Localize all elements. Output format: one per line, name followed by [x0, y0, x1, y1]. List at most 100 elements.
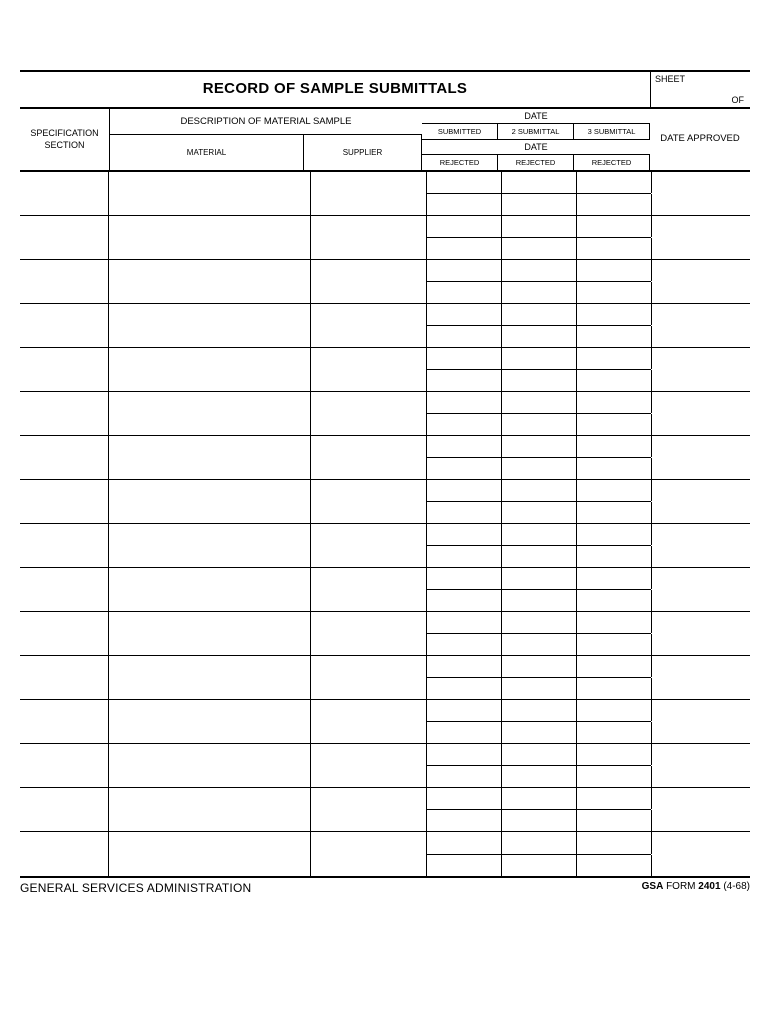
cell-date-sub2[interactable] [502, 392, 577, 413]
cell-date-sub3[interactable] [577, 392, 652, 413]
cell-date-sub3[interactable] [577, 612, 652, 633]
cell-date-rej1[interactable] [427, 766, 502, 787]
cell-date-rej3[interactable] [577, 810, 652, 831]
cell-date-rej2[interactable] [502, 194, 577, 215]
cell-supplier[interactable] [311, 480, 427, 523]
cell-spec[interactable] [20, 436, 109, 479]
cell-approved[interactable] [651, 480, 750, 523]
cell-date-rej1[interactable] [427, 810, 502, 831]
cell-approved[interactable] [651, 700, 750, 743]
cell-date-rej2[interactable] [502, 590, 577, 611]
cell-date-rej1[interactable] [427, 634, 502, 655]
cell-date-submitted[interactable] [427, 568, 502, 589]
cell-spec[interactable] [20, 172, 109, 215]
cell-material[interactable] [109, 304, 311, 347]
cell-supplier[interactable] [311, 656, 427, 699]
cell-date-rej2[interactable] [502, 370, 577, 391]
cell-date-submitted[interactable] [427, 436, 502, 457]
cell-date-rej3[interactable] [577, 590, 652, 611]
cell-material[interactable] [109, 568, 311, 611]
cell-spec[interactable] [20, 304, 109, 347]
cell-date-rej2[interactable] [502, 678, 577, 699]
cell-date-rej3[interactable] [577, 238, 652, 259]
cell-date-rej2[interactable] [502, 546, 577, 567]
cell-supplier[interactable] [311, 304, 427, 347]
cell-date-rej3[interactable] [577, 634, 652, 655]
cell-spec[interactable] [20, 348, 109, 391]
cell-date-rej2[interactable] [502, 766, 577, 787]
cell-date-submitted[interactable] [427, 304, 502, 325]
cell-material[interactable] [109, 392, 311, 435]
cell-date-rej2[interactable] [502, 810, 577, 831]
cell-date-rej2[interactable] [502, 458, 577, 479]
cell-date-sub3[interactable] [577, 656, 652, 677]
cell-date-submitted[interactable] [427, 832, 502, 854]
cell-supplier[interactable] [311, 700, 427, 743]
cell-date-sub3[interactable] [577, 524, 652, 545]
cell-date-sub3[interactable] [577, 216, 652, 237]
cell-spec[interactable] [20, 700, 109, 743]
cell-date-rej2[interactable] [502, 502, 577, 523]
cell-date-submitted[interactable] [427, 524, 502, 545]
cell-material[interactable] [109, 348, 311, 391]
cell-spec[interactable] [20, 788, 109, 831]
cell-approved[interactable] [651, 260, 750, 303]
cell-date-rej3[interactable] [577, 678, 652, 699]
cell-date-submitted[interactable] [427, 172, 502, 193]
cell-approved[interactable] [651, 304, 750, 347]
cell-approved[interactable] [651, 744, 750, 787]
cell-date-sub2[interactable] [502, 612, 577, 633]
cell-date-rej2[interactable] [502, 414, 577, 435]
cell-date-sub3[interactable] [577, 568, 652, 589]
cell-date-sub2[interactable] [502, 216, 577, 237]
cell-date-sub2[interactable] [502, 348, 577, 369]
cell-date-rej1[interactable] [427, 590, 502, 611]
cell-spec[interactable] [20, 612, 109, 655]
cell-date-rej3[interactable] [577, 458, 652, 479]
cell-date-submitted[interactable] [427, 216, 502, 237]
cell-date-rej1[interactable] [427, 546, 502, 567]
cell-date-submitted[interactable] [427, 656, 502, 677]
cell-date-submitted[interactable] [427, 480, 502, 501]
cell-date-sub2[interactable] [502, 436, 577, 457]
cell-date-rej2[interactable] [502, 326, 577, 347]
cell-date-rej1[interactable] [427, 414, 502, 435]
cell-date-sub2[interactable] [502, 260, 577, 281]
cell-date-rej2[interactable] [502, 855, 577, 877]
cell-spec[interactable] [20, 832, 109, 876]
cell-approved[interactable] [651, 656, 750, 699]
cell-supplier[interactable] [311, 216, 427, 259]
cell-approved[interactable] [651, 788, 750, 831]
cell-date-rej3[interactable] [577, 370, 652, 391]
cell-date-submitted[interactable] [427, 612, 502, 633]
cell-material[interactable] [109, 216, 311, 259]
cell-date-sub3[interactable] [577, 260, 652, 281]
cell-date-rej3[interactable] [577, 546, 652, 567]
cell-supplier[interactable] [311, 392, 427, 435]
cell-date-sub2[interactable] [502, 744, 577, 765]
cell-spec[interactable] [20, 480, 109, 523]
cell-date-sub2[interactable] [502, 832, 577, 854]
cell-date-sub2[interactable] [502, 788, 577, 809]
cell-date-sub3[interactable] [577, 172, 652, 193]
cell-date-rej3[interactable] [577, 722, 652, 743]
cell-date-rej1[interactable] [427, 238, 502, 259]
cell-date-sub2[interactable] [502, 480, 577, 501]
cell-supplier[interactable] [311, 568, 427, 611]
cell-supplier[interactable] [311, 524, 427, 567]
cell-approved[interactable] [651, 436, 750, 479]
cell-date-rej1[interactable] [427, 326, 502, 347]
cell-date-rej1[interactable] [427, 458, 502, 479]
cell-material[interactable] [109, 480, 311, 523]
cell-date-rej2[interactable] [502, 282, 577, 303]
cell-date-rej2[interactable] [502, 238, 577, 259]
cell-date-rej1[interactable] [427, 282, 502, 303]
cell-material[interactable] [109, 656, 311, 699]
cell-date-rej1[interactable] [427, 502, 502, 523]
cell-date-rej1[interactable] [427, 678, 502, 699]
cell-date-rej3[interactable] [577, 194, 652, 215]
cell-date-rej3[interactable] [577, 855, 652, 877]
cell-date-rej3[interactable] [577, 766, 652, 787]
cell-approved[interactable] [651, 216, 750, 259]
cell-spec[interactable] [20, 524, 109, 567]
